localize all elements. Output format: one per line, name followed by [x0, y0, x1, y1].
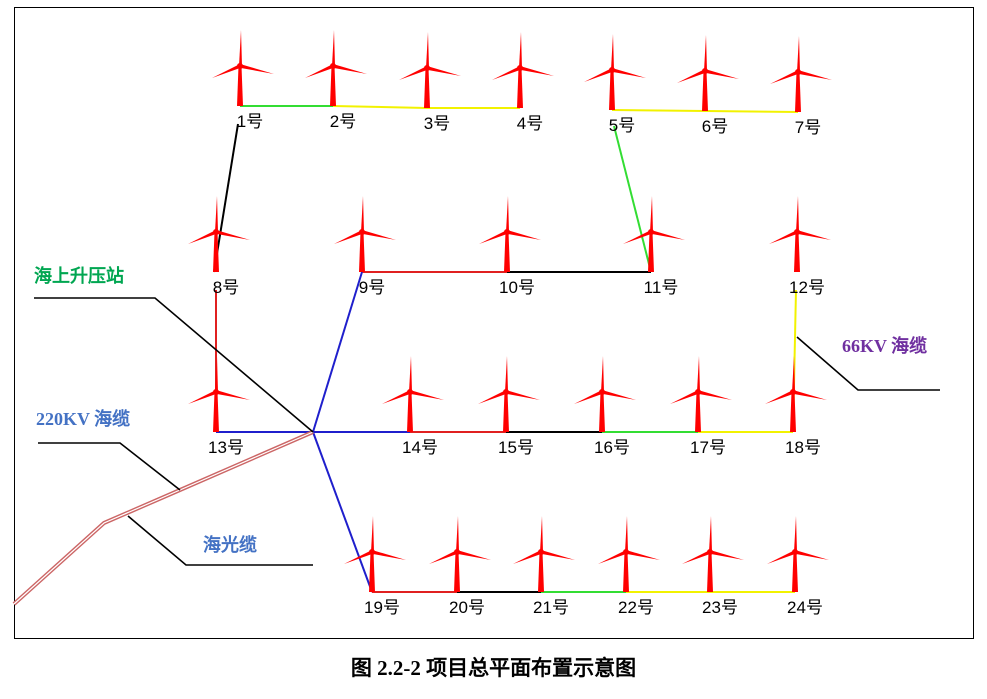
turbine-label: 2号 — [330, 112, 356, 131]
turbine-label: 5号 — [609, 116, 635, 135]
turbine-label: 6号 — [702, 117, 728, 136]
wind-turbine-icon: 22号 — [598, 516, 660, 617]
wind-turbine-icon: 17号 — [670, 356, 732, 457]
turbine-label: 8号 — [213, 278, 239, 297]
wind-turbine-icon: 14号 — [382, 356, 444, 457]
turbine-label: 14号 — [402, 438, 438, 457]
wind-turbine-icon: 19号 — [344, 516, 406, 617]
turbine-label: 7号 — [795, 118, 821, 137]
wind-turbine-icon: 21号 — [513, 516, 575, 617]
cable-segment — [312, 271, 363, 433]
wind-turbine-icon: 13号 — [188, 356, 250, 457]
wind-turbine-icon: 7号 — [770, 36, 832, 137]
export-cable — [12, 430, 314, 606]
wind-turbine-icon: 12号 — [769, 196, 831, 297]
optical-cable-label: 海光缆 — [203, 534, 257, 555]
turbine-label: 20号 — [449, 598, 485, 617]
cable-segment — [704, 110, 799, 113]
leader-line — [38, 442, 181, 491]
cable-220kv-label: 220KV 海缆 — [36, 408, 130, 429]
substation-label: 海上升压站 — [34, 265, 124, 286]
callout-leader-lines — [34, 297, 940, 566]
wind-turbine-icon: 1号 — [212, 30, 274, 131]
leader-line — [34, 297, 314, 433]
turbine-label: 15号 — [498, 438, 534, 457]
wind-turbine-icon: 18号 — [765, 356, 827, 457]
wind-turbine-icon: 9号 — [334, 196, 396, 297]
turbine-label: 1号 — [237, 112, 263, 131]
cable-segment — [611, 109, 706, 112]
callout-labels: 海上升压站 66KV 海缆 220KV 海缆 海光缆 — [34, 265, 927, 555]
wind-turbine-icon: 23号 — [682, 516, 744, 617]
turbine-label: 9号 — [359, 278, 385, 297]
cable-segment — [613, 125, 652, 273]
turbine-label: 19号 — [364, 598, 400, 617]
wind-turbine-icon: 3号 — [399, 32, 461, 133]
leader-line — [796, 336, 940, 391]
wind-turbine-icon: 10号 — [479, 196, 541, 297]
turbine-label: 17号 — [690, 438, 726, 457]
wind-turbine-icon: 16号 — [574, 356, 636, 457]
turbine-label: 16号 — [594, 438, 630, 457]
wind-turbine-icon: 5号 — [584, 34, 646, 135]
wind-turbine-icon: 2号 — [305, 30, 367, 131]
turbine-label: 10号 — [499, 278, 535, 297]
turbine-label: 12号 — [789, 278, 825, 297]
turbine-label: 18号 — [785, 438, 821, 457]
wind-turbine-icon: 6号 — [677, 35, 739, 136]
cable-segment — [312, 431, 373, 593]
turbine-label: 22号 — [618, 598, 654, 617]
leader-line — [127, 515, 313, 566]
turbine-label: 24号 — [787, 598, 823, 617]
turbine-label: 4号 — [517, 114, 543, 133]
wind-turbine-icon: 8号 — [188, 196, 250, 297]
export-cable-core — [13, 431, 314, 605]
diagram-frame — [14, 7, 974, 639]
turbine-label: 23号 — [702, 598, 738, 617]
wind-turbine-icon: 15号 — [478, 356, 540, 457]
wind-turbine-icon: 24号 — [767, 516, 829, 617]
turbine-label: 3号 — [424, 114, 450, 133]
cable-segment — [332, 105, 428, 109]
cable-network — [12, 105, 799, 606]
wind-turbine-icon: 11号 — [623, 196, 685, 297]
figure-caption: 图 2.2-2 项目总平面布置示意图 — [350, 656, 637, 680]
turbine-label: 11号 — [644, 278, 679, 297]
cable-66kv-label: 66KV 海缆 — [842, 335, 927, 356]
wind-turbine-icon: 4号 — [492, 32, 554, 133]
turbine-label: 21号 — [533, 598, 569, 617]
turbine-array: 1号 2号 3号 4号 5号 6号 7号 8号 9号 10号 11号 12号 13号 14号 15号 16号 1… — [188, 30, 832, 617]
turbine-label: 13号 — [208, 438, 244, 457]
wind-turbine-icon: 20号 — [429, 516, 491, 617]
